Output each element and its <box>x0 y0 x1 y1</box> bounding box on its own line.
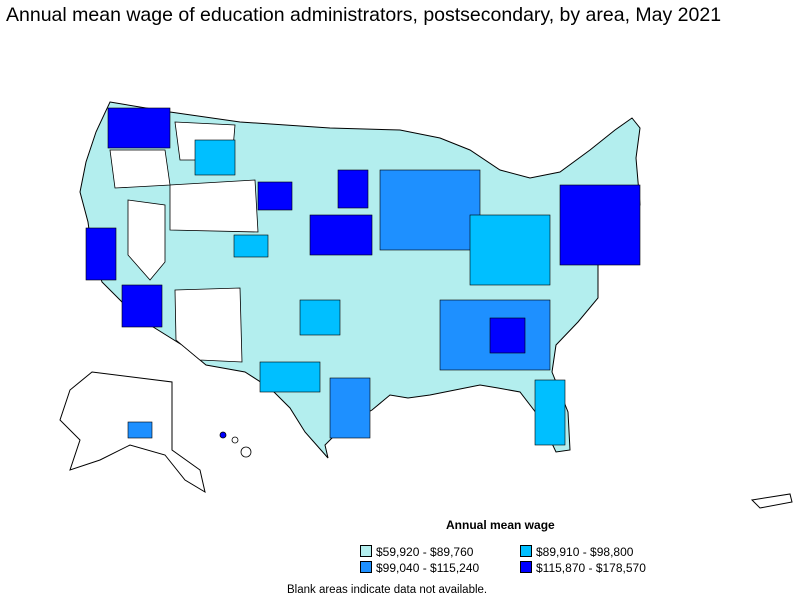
area-oklahoma <box>299 299 341 336</box>
area-northeast <box>559 184 641 266</box>
puerto-rico-outline <box>750 493 793 509</box>
legend-swatch-3 <box>360 561 372 573</box>
footnote: Blank areas indicate data not available. <box>287 584 488 596</box>
legend-item-3: $99,040 - $115,240 <box>360 561 479 575</box>
blank-arizona-nm <box>174 287 243 363</box>
hawaii-island-maui <box>231 436 239 444</box>
legend-title: Annual mean wage <box>446 518 555 532</box>
legend-label-3: $99,040 - $115,240 <box>376 561 480 575</box>
legend-swatch-4 <box>520 561 532 573</box>
wage-areas <box>85 107 641 446</box>
blank-utah-wyoming <box>169 179 259 233</box>
legend-item-4: $115,870 - $178,570 <box>520 561 646 575</box>
area-georgia <box>489 317 526 354</box>
blank-areas <box>109 121 259 363</box>
area-seattle <box>107 107 171 149</box>
area-bay-area <box>85 227 117 281</box>
legend-label-4: $115,870 - $178,570 <box>536 561 646 575</box>
legend-item-1: $59,920 - $89,760 <box>360 545 473 559</box>
legend-label-1: $59,920 - $89,760 <box>376 545 474 559</box>
area-minnesota <box>337 169 369 209</box>
hawaii-island-big <box>240 446 252 458</box>
area-florida <box>534 379 566 446</box>
map-title: Annual mean wage of education administra… <box>6 4 722 26</box>
hawaii-islands <box>219 431 252 458</box>
area-ohio-valley <box>469 214 551 286</box>
area-anchorage <box>127 421 153 439</box>
legend-swatch-1 <box>360 545 372 557</box>
legend-label-2: $89,910 - $98,800 <box>536 545 634 559</box>
legend-item-2: $89,910 - $98,800 <box>520 545 633 559</box>
area-montana <box>194 139 236 176</box>
blank-nevada <box>127 199 166 281</box>
blank-oregon-east <box>109 149 171 189</box>
legend-swatch-2 <box>520 545 532 557</box>
area-nebraska <box>309 214 373 256</box>
area-wyoming <box>257 181 293 211</box>
area-colorado <box>233 234 269 258</box>
area-midwest <box>379 169 481 251</box>
hawaii-island-oahu <box>219 431 227 439</box>
area-los-angeles <box>121 284 163 328</box>
area-texas-east <box>329 377 371 439</box>
area-texas-west <box>259 361 321 393</box>
